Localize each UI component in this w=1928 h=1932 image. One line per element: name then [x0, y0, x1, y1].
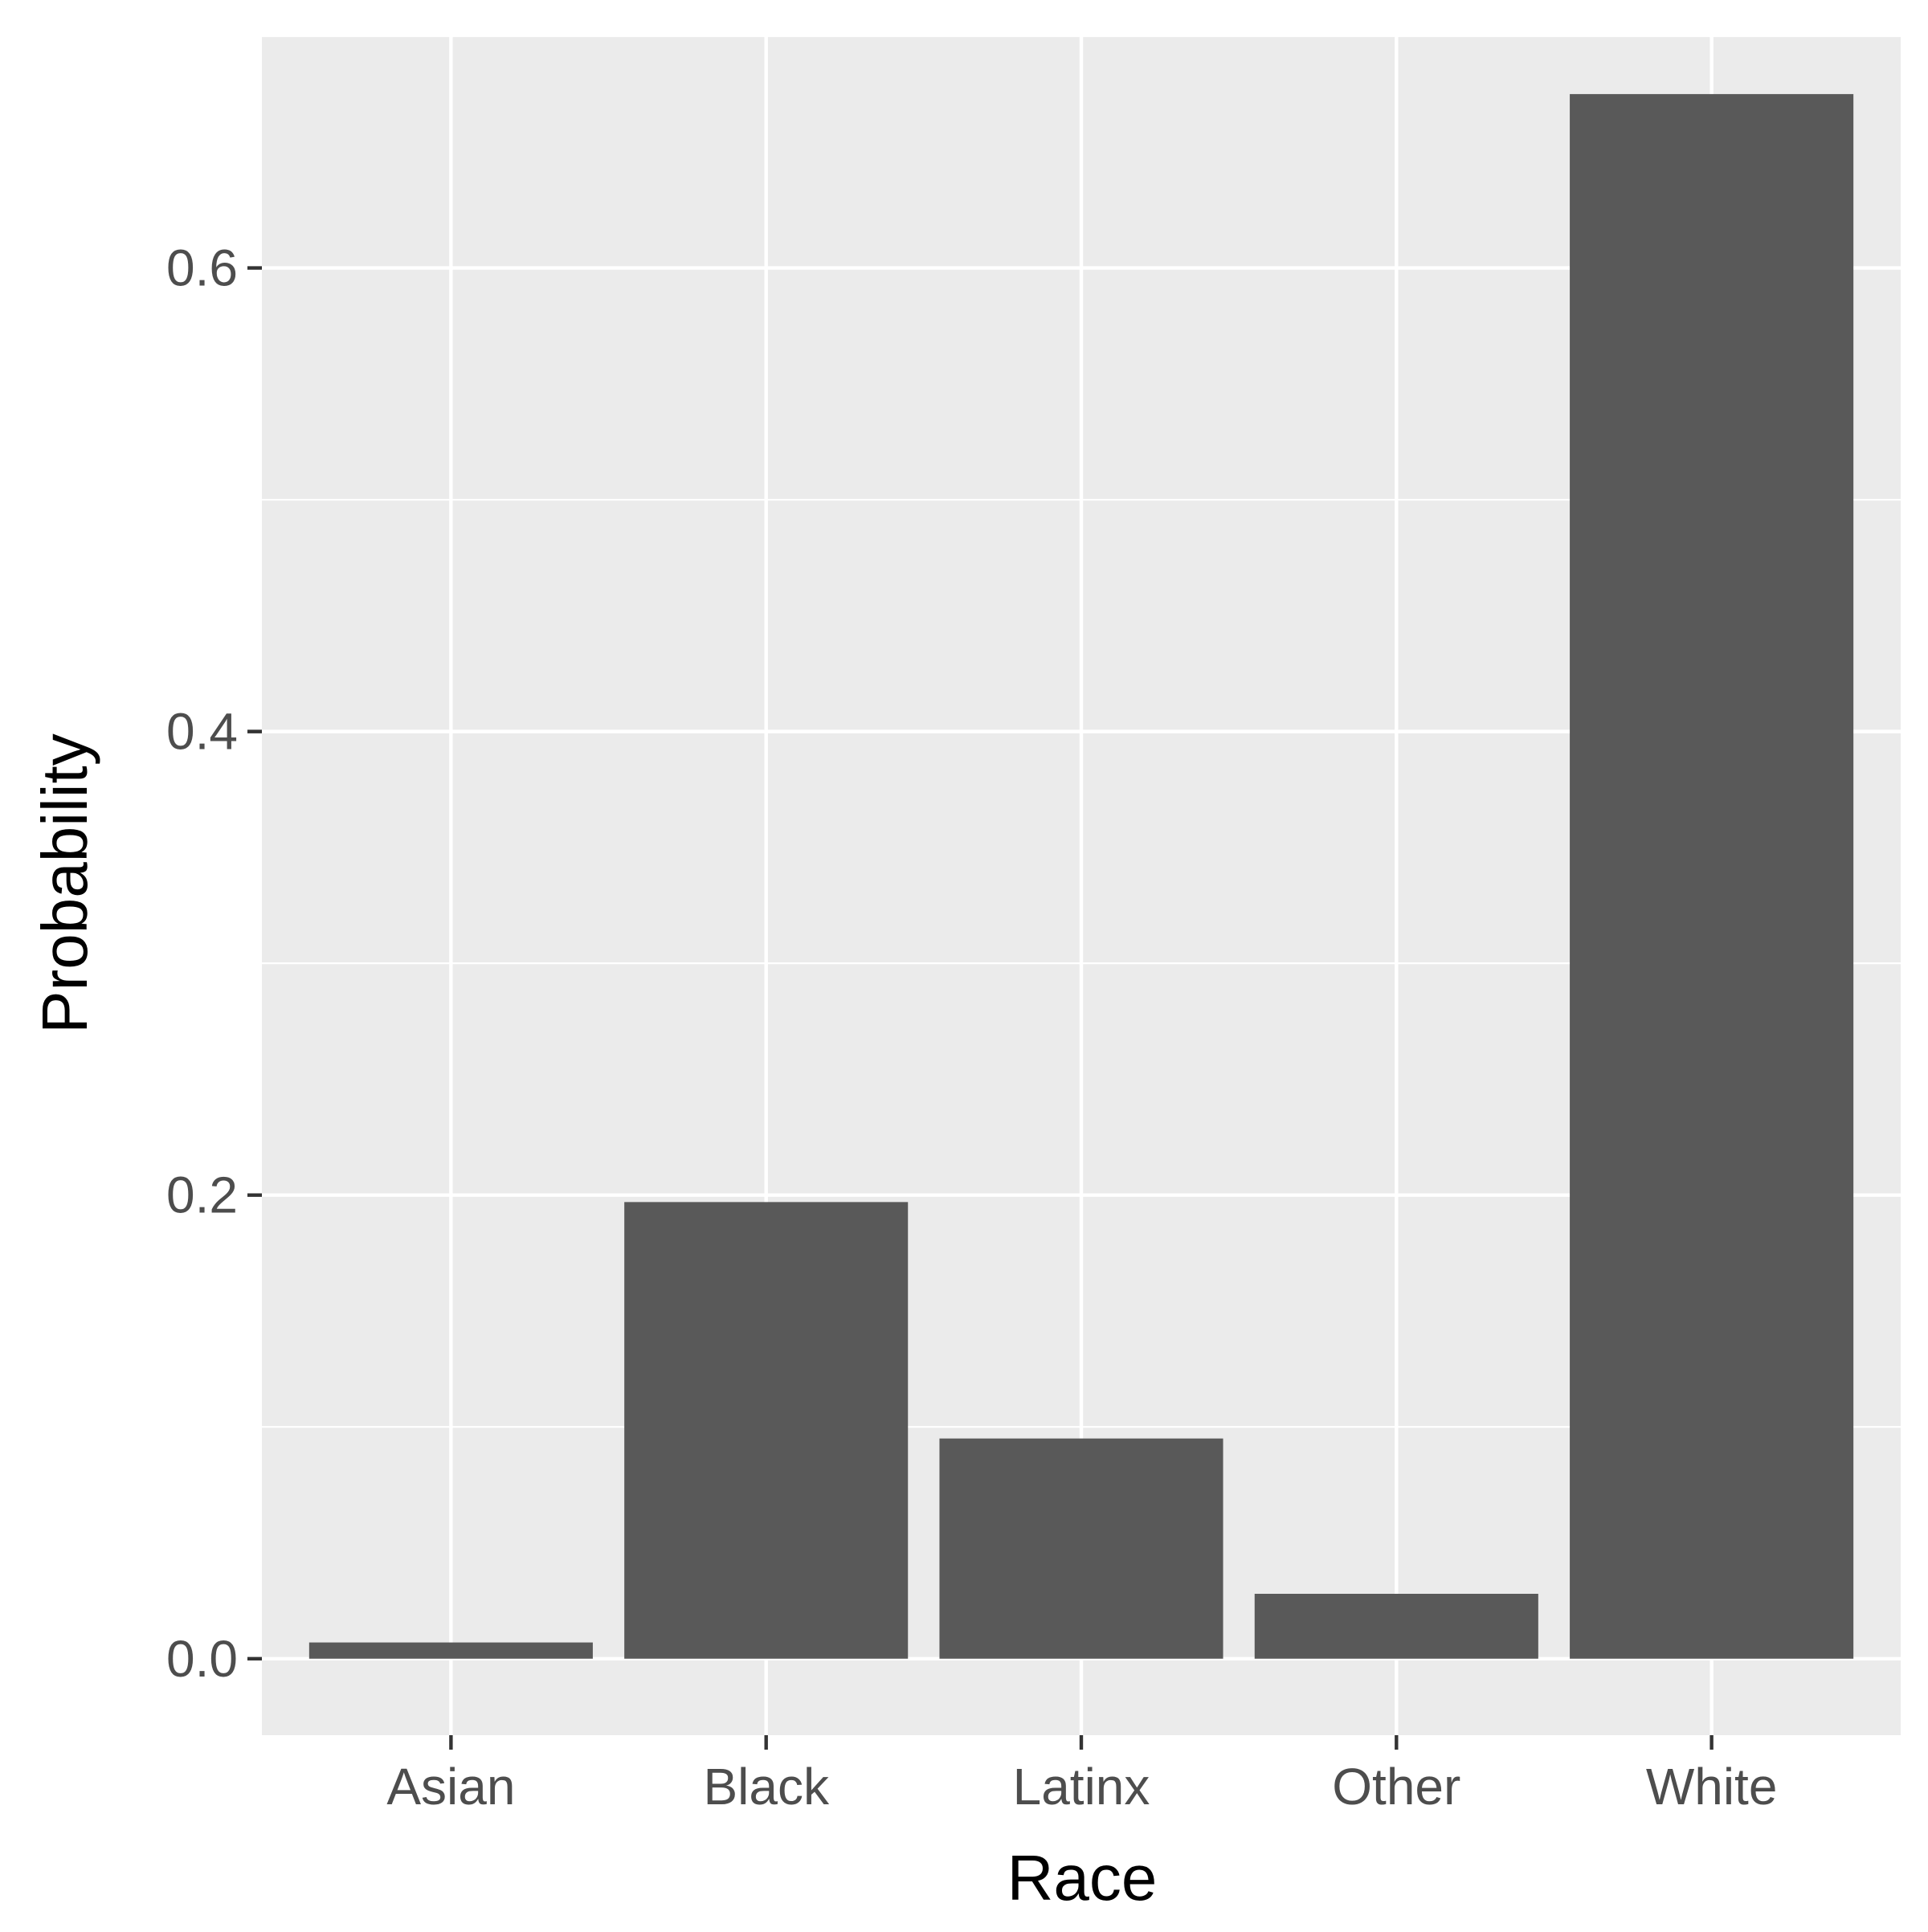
x-tick-label: White — [1646, 1758, 1778, 1816]
x-axis: Asian Black Latinx Other White — [386, 1735, 1777, 1816]
x-tick-label: Latinx — [1013, 1758, 1150, 1816]
y-axis: 0.0 0.2 0.4 0.6 — [166, 239, 262, 1688]
bar-latinx — [939, 1438, 1223, 1659]
y-tick-label: 0.6 — [166, 239, 238, 297]
y-tick-label: 0.2 — [166, 1166, 238, 1224]
y-tick-label: 0.0 — [166, 1630, 238, 1688]
y-tick-label: 0.4 — [166, 703, 238, 761]
x-axis-title: Race — [1007, 1842, 1158, 1914]
bar-black — [624, 1202, 909, 1659]
bar-white — [1570, 94, 1854, 1659]
bar-other — [1254, 1593, 1538, 1659]
x-tick-label: Black — [703, 1758, 830, 1816]
bar-asian — [308, 1642, 593, 1659]
y-axis-title: Probability — [29, 733, 100, 1034]
x-tick-label: Other — [1332, 1758, 1460, 1816]
bars — [308, 94, 1854, 1659]
x-tick-label: Asian — [386, 1758, 515, 1816]
